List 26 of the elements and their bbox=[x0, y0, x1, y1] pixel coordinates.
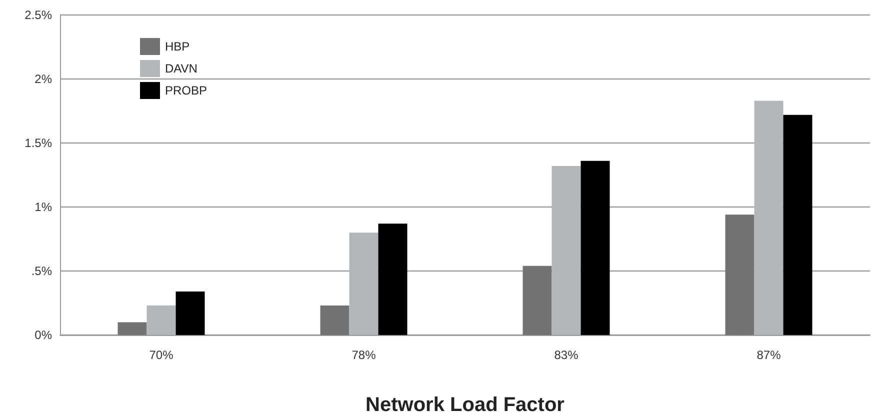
bar bbox=[176, 291, 205, 335]
bar bbox=[378, 224, 408, 335]
bar bbox=[754, 100, 784, 335]
legend-label: HBP bbox=[165, 40, 190, 54]
bar bbox=[552, 166, 581, 335]
bar bbox=[522, 266, 552, 335]
bar bbox=[783, 114, 812, 335]
legend-label: DAVN bbox=[165, 62, 198, 76]
x-tick-label: 87% bbox=[756, 348, 782, 362]
bar bbox=[580, 160, 610, 335]
legend-label: PROBP bbox=[165, 84, 208, 98]
bar bbox=[146, 306, 176, 335]
x-axis-title: Network Load Factor bbox=[366, 394, 565, 416]
bar bbox=[320, 306, 350, 335]
y-tick-label: 1.5% bbox=[24, 136, 52, 150]
y-tick-label: 2.5% bbox=[24, 8, 52, 22]
x-tick-label: 83% bbox=[554, 348, 579, 362]
y-tick-label: 0% bbox=[34, 328, 52, 342]
y-tick-label: 2% bbox=[34, 72, 52, 86]
y-tick-label: .5% bbox=[31, 264, 52, 278]
bar bbox=[349, 232, 378, 335]
x-tick-label: 78% bbox=[352, 348, 376, 362]
bar bbox=[725, 214, 754, 335]
y-tick-label: 1% bbox=[34, 200, 52, 214]
bar bbox=[118, 322, 147, 335]
x-tick-label: 70% bbox=[149, 348, 174, 362]
